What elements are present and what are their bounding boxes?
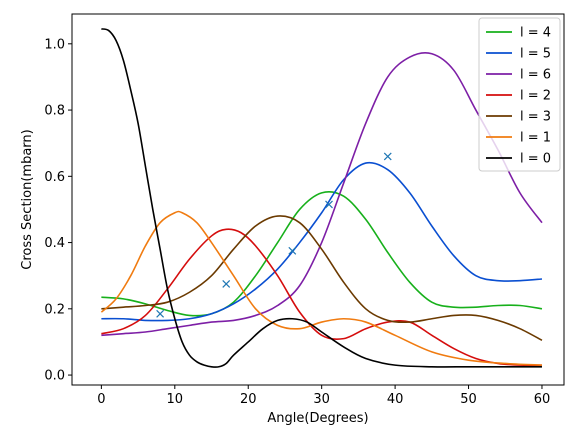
x-tick-label: 50	[460, 392, 477, 407]
legend: l = 4 l = 5 l = 6 l = 2 l = 3 l = 1 l = 0	[479, 18, 560, 171]
y-tick-label: 0.2	[44, 302, 65, 317]
x-axis-label: Angle(Degrees)	[267, 411, 368, 426]
legend-entry-1: l = 5	[520, 47, 551, 62]
legend-entry-4: l = 3	[520, 110, 551, 125]
x-tick-label: 30	[313, 392, 330, 407]
legend-entry-2: l = 6	[520, 68, 551, 83]
legend-entry-0: l = 4	[520, 26, 551, 41]
y-tick-label: 0.8	[44, 104, 65, 119]
y-axis-label: Cross Section(mbarn)	[20, 129, 35, 269]
legend-entry-3: l = 2	[520, 89, 551, 104]
x-tick-label: 60	[534, 392, 551, 407]
legend-entry-6: l = 0	[520, 152, 551, 167]
y-tick-label: 0.4	[44, 236, 65, 251]
x-tick-label: 40	[387, 392, 404, 407]
legend-entry-5: l = 1	[520, 131, 551, 146]
y-tick-label: 1.0	[44, 37, 65, 52]
x-tick-label: 10	[167, 392, 184, 407]
x-tick-label: 0	[97, 392, 105, 407]
y-tick-label: 0.6	[44, 170, 65, 185]
x-tick-label: 20	[240, 392, 257, 407]
y-tick-label: 0.0	[44, 369, 65, 384]
